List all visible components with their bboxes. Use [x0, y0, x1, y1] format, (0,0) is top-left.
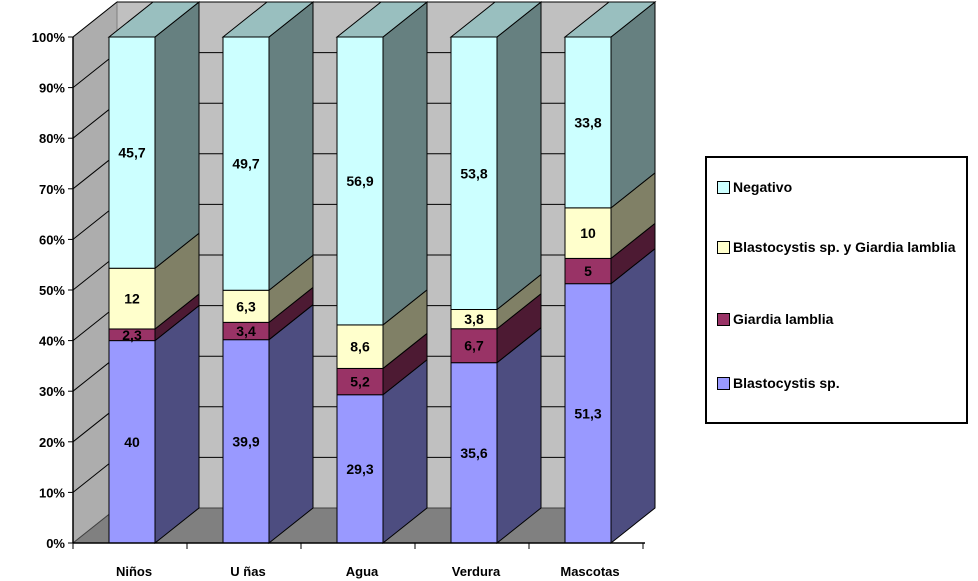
bar-negativo	[108, 36, 156, 269]
data-label-negativo: 33,8	[574, 114, 601, 130]
y-tick-label: 60%	[39, 232, 65, 247]
gridline-side	[72, 1, 118, 38]
y-tick-label: 70%	[39, 182, 65, 197]
bar-blastocystis-sp-y-giardia-lamblia	[336, 324, 384, 369]
data-label-blastocystis-sp-y-giardia-lamblia: 10	[580, 225, 596, 241]
legend-item-negativo: Negativo	[717, 176, 962, 198]
legend-item-blastocystis: Blastocystis sp.	[717, 372, 962, 394]
y-axis: 0% 10% 20% 30% 40% 50% 60% 70% 80% 90% 100%	[32, 30, 74, 551]
bar-blastocystis-sp	[108, 340, 156, 544]
bar-side-blastocystis-sp	[610, 247, 656, 545]
legend-item-blastocystis-giardia: Blastocystis sp. y Giardia lamblia	[717, 236, 962, 258]
bar-blastocystis-sp	[222, 339, 270, 544]
bar-side-blastocystis-sp	[268, 303, 314, 545]
bar-negativo	[564, 36, 612, 209]
legend-item-giardia: Giardia lamblia	[717, 308, 962, 330]
bar-blastocystis-sp	[564, 283, 612, 544]
x-category-label: Agua	[346, 564, 379, 579]
y-tick-label: 10%	[39, 485, 65, 500]
bar-top-negativo	[335, 1, 429, 38]
data-label-blastocystis-sp-y-giardia-lamblia: 12	[124, 291, 140, 307]
bar-side-blastocystis-sp	[496, 326, 542, 545]
bar-giardia-lamblia	[450, 328, 498, 364]
legend-swatch-blastocystis-giardia	[717, 241, 730, 254]
legend-label-blastocystis-giardia: Blastocystis sp. y Giardia lamblia	[733, 239, 956, 255]
data-label-blastocystis-sp: 40	[124, 434, 140, 450]
data-label-giardia-lamblia: 6,7	[464, 338, 484, 354]
legend-swatch-blastocystis	[717, 377, 730, 390]
data-label-negativo: 45,7	[118, 145, 145, 161]
bar-blastocystis-sp-y-giardia-lamblia	[222, 289, 270, 323]
bars	[107, 0, 657, 545]
x-axis: Niños U ñas Agua Verdura Mascotas	[72, 542, 645, 579]
x-category-label: Niños	[116, 564, 152, 579]
data-label-negativo: 56,9	[346, 173, 373, 189]
data-label-blastocystis-sp: 35,6	[460, 445, 487, 461]
x-category-label: Mascotas	[560, 564, 619, 579]
data-label-blastocystis-sp: 39,9	[232, 433, 259, 449]
legend-label-blastocystis: Blastocystis sp.	[733, 375, 840, 391]
bar-blastocystis-sp-y-giardia-lamblia	[108, 267, 156, 330]
bar-blastocystis-sp	[336, 394, 384, 544]
y-tick-label: 30%	[39, 384, 65, 399]
x-category-label: U ñas	[230, 564, 265, 579]
legend-label-giardia: Giardia lamblia	[733, 311, 834, 327]
data-labels: 40 2,3 12 45,7 39,9 3,4 6,3 49,7 29,3 5,2 8,6 56,9 3…	[118, 114, 601, 476]
bar-top-negativo	[449, 1, 543, 38]
data-label-blastocystis-sp: 51,3	[574, 405, 601, 421]
bar-negativo	[222, 36, 270, 291]
data-label-negativo: 53,8	[460, 165, 487, 181]
bar-blastocystis-sp	[450, 362, 498, 544]
bar-side-negativo	[268, 0, 314, 292]
bar-negativo	[336, 36, 384, 326]
bar-top-negativo	[221, 1, 315, 38]
data-label-blastocystis-sp-y-giardia-lamblia: 6,3	[236, 298, 256, 314]
bar-side-negativo	[154, 0, 200, 270]
data-label-giardia-lamblia: 2,3	[122, 327, 142, 343]
data-label-blastocystis-sp: 29,3	[346, 461, 373, 477]
data-label-giardia-lamblia: 5,2	[350, 374, 370, 390]
y-tick-label: 0%	[46, 536, 65, 551]
legend: Negativo Blastocystis sp. y Giardia lamb…	[705, 156, 968, 424]
bar-side-negativo	[382, 0, 428, 326]
y-tick-label: 40%	[39, 334, 65, 349]
legend-swatch-negativo	[717, 181, 730, 194]
legend-swatch-giardia	[717, 313, 730, 326]
stacked-bar-chart: 0% 10% 20% 30% 40% 50% 60% 70% 80% 90% 100% 40 2,3 1…	[32, 0, 657, 579]
bar-top-negativo	[563, 1, 657, 38]
y-tick-label: 20%	[39, 435, 65, 450]
y-tick-label: 80%	[39, 131, 65, 146]
data-label-giardia-lamblia: 5	[584, 263, 592, 279]
bar-side-negativo	[496, 0, 542, 311]
data-label-blastocystis-sp-y-giardia-lamblia: 3,8	[464, 311, 484, 327]
y-tick-label: 90%	[39, 81, 65, 96]
data-label-blastocystis-sp-y-giardia-lamblia: 8,6	[350, 339, 370, 355]
legend-label-negativo: Negativo	[733, 179, 793, 195]
bar-side-negativo	[610, 0, 656, 209]
data-label-giardia-lamblia: 3,4	[236, 323, 256, 339]
bar-side-blastocystis-sp	[154, 304, 200, 545]
y-tick-label: 50%	[39, 283, 65, 298]
bar-top-negativo	[107, 1, 201, 38]
data-label-negativo: 49,7	[232, 156, 259, 172]
bar-negativo	[450, 36, 498, 311]
x-category-label: Verdura	[452, 564, 501, 579]
y-tick-label: 100%	[32, 30, 66, 45]
